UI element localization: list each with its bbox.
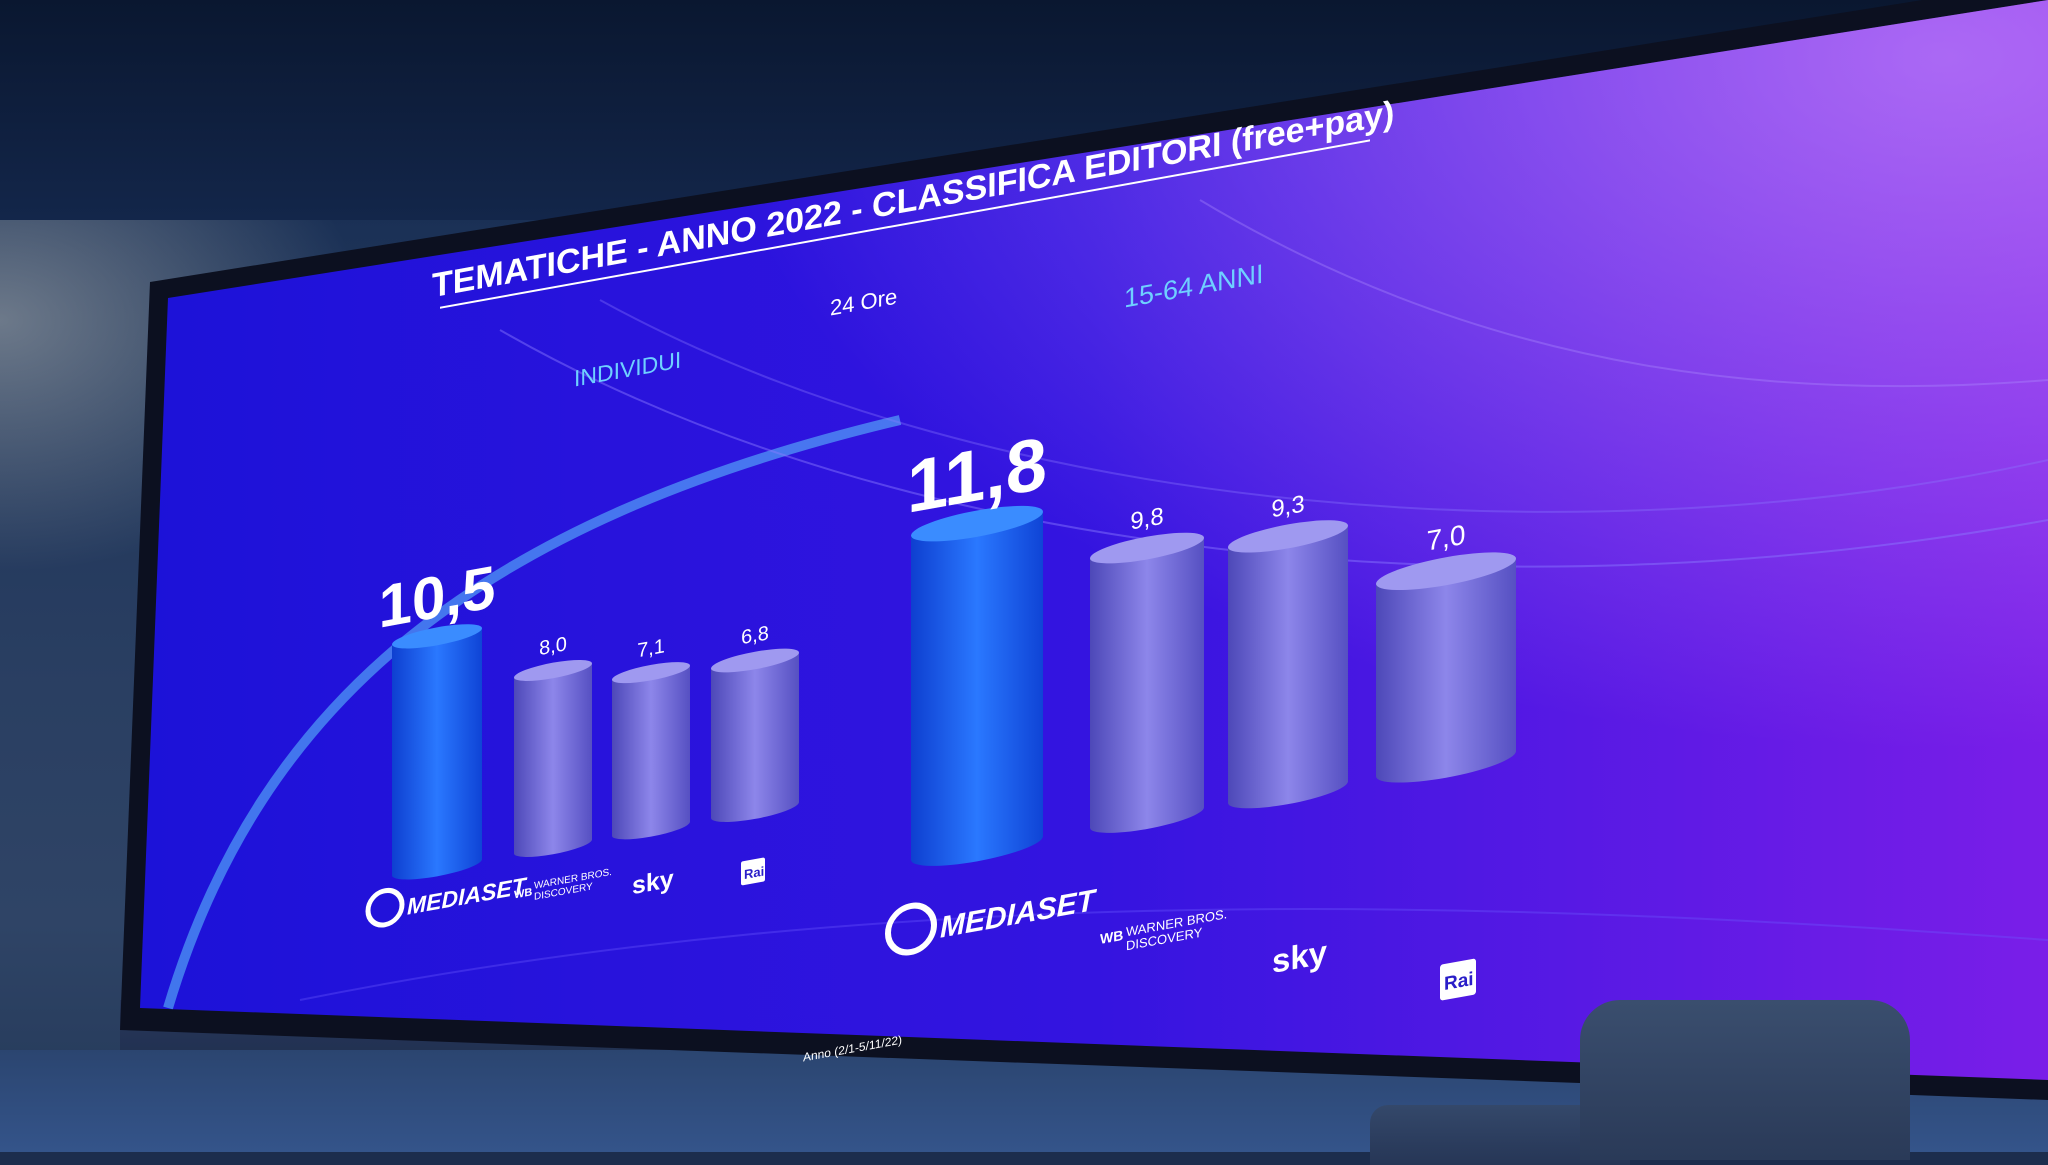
rai-logo: Rai <box>1440 958 1476 1001</box>
decorative-line <box>599 299 2048 513</box>
bar-base <box>612 818 690 840</box>
rai-logo: Rai <box>741 857 765 886</box>
svg-text:WB: WB <box>1100 927 1123 947</box>
bar-mediaset <box>392 628 482 876</box>
data-label: 7,1 <box>637 635 665 662</box>
bar-cap <box>612 662 690 684</box>
data-label: 8,0 <box>539 633 567 660</box>
bar-cap <box>911 505 1043 542</box>
bar-base <box>1228 776 1348 809</box>
bar-base <box>1376 744 1516 783</box>
bar-cap <box>1376 552 1516 591</box>
bar-base <box>911 830 1043 866</box>
bar-base <box>514 835 592 857</box>
bar-base <box>711 798 799 822</box>
title-underline <box>440 139 1370 309</box>
decorative-line <box>499 329 2048 568</box>
bar-sky <box>612 665 690 836</box>
decorative-line <box>1199 199 2048 388</box>
data-label: 9,8 <box>1130 503 1163 536</box>
decorative-line <box>299 908 2048 1001</box>
data-label: 6,8 <box>741 622 769 649</box>
bar-base <box>1090 802 1204 833</box>
bar-rai <box>1376 558 1516 777</box>
data-label: 7,0 <box>1427 518 1466 557</box>
bar-mediaset <box>911 511 1043 861</box>
svg-text:Rai: Rai <box>744 864 764 883</box>
bar-sky <box>1228 525 1348 803</box>
armchair <box>1580 1000 1910 1160</box>
bar-warner-bros-discovery <box>1090 537 1204 828</box>
bar-cap <box>514 659 592 681</box>
svg-text:WB: WB <box>514 886 532 901</box>
data-label: 9,3 <box>1271 491 1304 524</box>
bar-base <box>392 855 482 880</box>
bar-cap <box>711 648 799 673</box>
bar-cap <box>1228 520 1348 553</box>
bar-cap <box>392 624 482 649</box>
bar-cap <box>1090 532 1204 564</box>
bar-warner-bros-discovery <box>514 663 592 854</box>
bar-rai <box>711 652 799 819</box>
